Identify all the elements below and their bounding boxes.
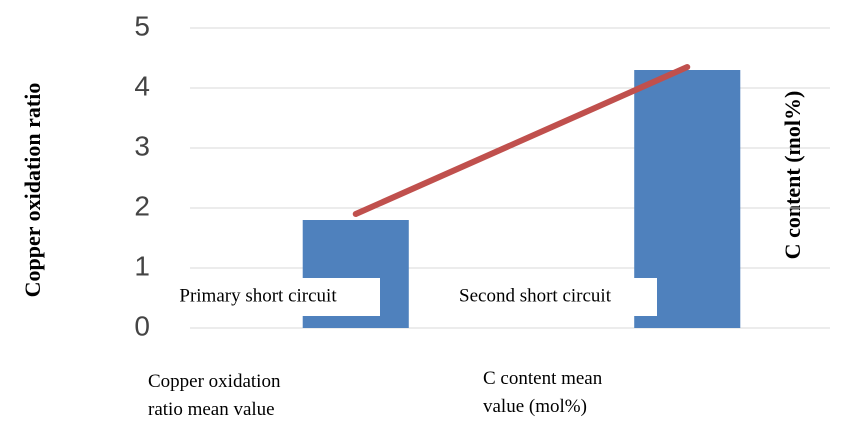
- y-tick-label: 0: [134, 310, 150, 341]
- y2-axis-label: C content (mol%): [780, 91, 805, 260]
- x-tick-label: Second short circuit: [459, 285, 612, 306]
- y-tick-label: 3: [134, 130, 150, 161]
- y-tick-label: 2: [134, 190, 150, 221]
- legend-label-line: Copper oxidation: [148, 371, 281, 392]
- y-tick-label: 1: [134, 250, 150, 281]
- y-tick-label: 5: [134, 10, 150, 41]
- x-tick-label: Primary short circuit: [179, 285, 337, 306]
- label-background: [413, 278, 657, 316]
- y-tick-label: 4: [134, 70, 150, 101]
- legend-label: Copper oxidation ratio mean value: [148, 371, 281, 420]
- y-axis-label: Copper oxidation ratio: [20, 83, 45, 298]
- label-background: [136, 278, 380, 316]
- line: [352, 64, 691, 217]
- legend-label: C content mean value (mol%): [483, 368, 603, 417]
- legend-label-line: C content mean: [483, 368, 603, 389]
- legend-label-line: value (mol%): [483, 396, 587, 417]
- legend-label-line: ratio mean value: [148, 399, 275, 420]
